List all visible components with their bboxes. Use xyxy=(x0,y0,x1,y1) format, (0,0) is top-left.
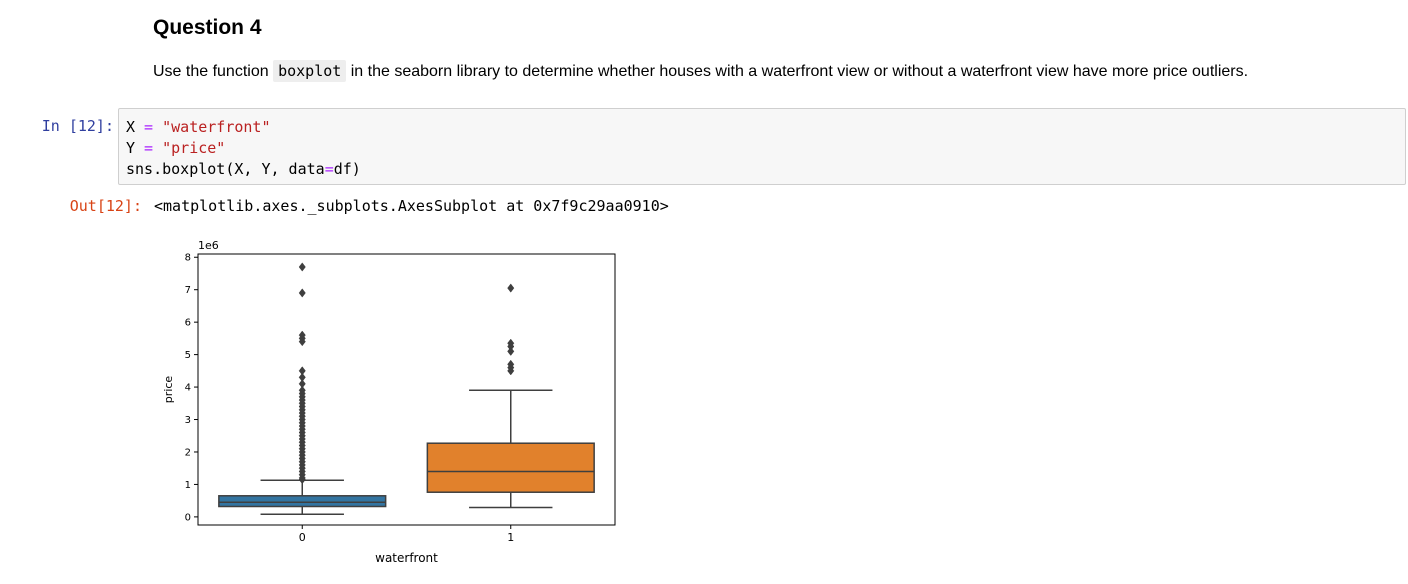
code-line-1: X = "waterfront" xyxy=(126,117,361,138)
y-tick-label: 7 xyxy=(185,285,191,296)
output-prompt: Out[12]: xyxy=(69,197,142,215)
y-offset-label: 1e6 xyxy=(198,239,219,252)
outlier-point xyxy=(507,346,515,356)
code-token: X xyxy=(126,118,136,136)
code-string: "waterfront" xyxy=(162,118,271,136)
question-text-before: Use the function xyxy=(153,63,274,80)
plot-frame xyxy=(197,253,616,526)
markdown-cell: Question 4 Use the function boxplot in t… xyxy=(153,14,1393,84)
code-cell-editor[interactable]: X = "waterfront" Y = "price" sns.boxplot(X… xyxy=(118,108,1406,185)
y-tick-label: 4 xyxy=(185,383,191,394)
question-text: Use the function boxplot in the seaborn … xyxy=(153,59,1393,84)
x-axis-label: waterfront xyxy=(375,551,438,565)
code-token: sns.boxplot(X, Y, data xyxy=(126,160,325,178)
outlier-point xyxy=(298,337,306,347)
outlier-point xyxy=(507,283,515,293)
code-operator: = xyxy=(135,118,163,136)
box-1 xyxy=(426,442,595,493)
y-tick-label: 1 xyxy=(185,480,191,491)
code-token: Y xyxy=(126,139,136,157)
outlier-point xyxy=(507,366,515,376)
box-0 xyxy=(218,495,387,508)
outlier-point xyxy=(298,262,306,272)
y-tick-label: 2 xyxy=(185,447,191,458)
x-tick-label: 0 xyxy=(299,531,306,544)
code-string: "price" xyxy=(162,139,226,157)
y-tick-label: 0 xyxy=(185,512,191,523)
y-tick-label: 6 xyxy=(185,318,191,329)
outlier-point xyxy=(298,288,306,298)
y-tick-label: 3 xyxy=(185,415,191,426)
code-operator: = xyxy=(135,139,163,157)
input-prompt: In [12]: xyxy=(41,117,114,135)
x-tick-label: 1 xyxy=(507,531,514,544)
code-line-2: Y = "price" xyxy=(126,138,361,159)
outlier-point xyxy=(298,474,306,485)
inline-code: boxplot xyxy=(273,60,347,82)
y-tick-label: 8 xyxy=(185,253,191,264)
code-operator: = xyxy=(324,160,334,178)
code-lines[interactable]: X = "waterfront" Y = "price" sns.boxplot(X… xyxy=(126,117,361,180)
output-text: <matplotlib.axes._subplots.AxesSubplot a… xyxy=(154,197,669,215)
code-token: df) xyxy=(333,160,361,178)
boxplot-chart: 0 1 2 3 4 5 6 7 8 1e6 price 0 1 waterfront xyxy=(162,239,616,565)
y-tick-label: 5 xyxy=(185,350,191,361)
boxplot-figure: 0 1 2 3 4 5 6 7 8 1e6 price 0 1 waterfront xyxy=(150,232,630,582)
code-line-3: sns.boxplot(X, Y, data=df) xyxy=(126,159,361,180)
question-text-after: in the seaborn library to determine whet… xyxy=(346,63,1249,80)
y-axis-label: price xyxy=(162,376,175,404)
question-heading: Question 4 xyxy=(153,16,262,39)
